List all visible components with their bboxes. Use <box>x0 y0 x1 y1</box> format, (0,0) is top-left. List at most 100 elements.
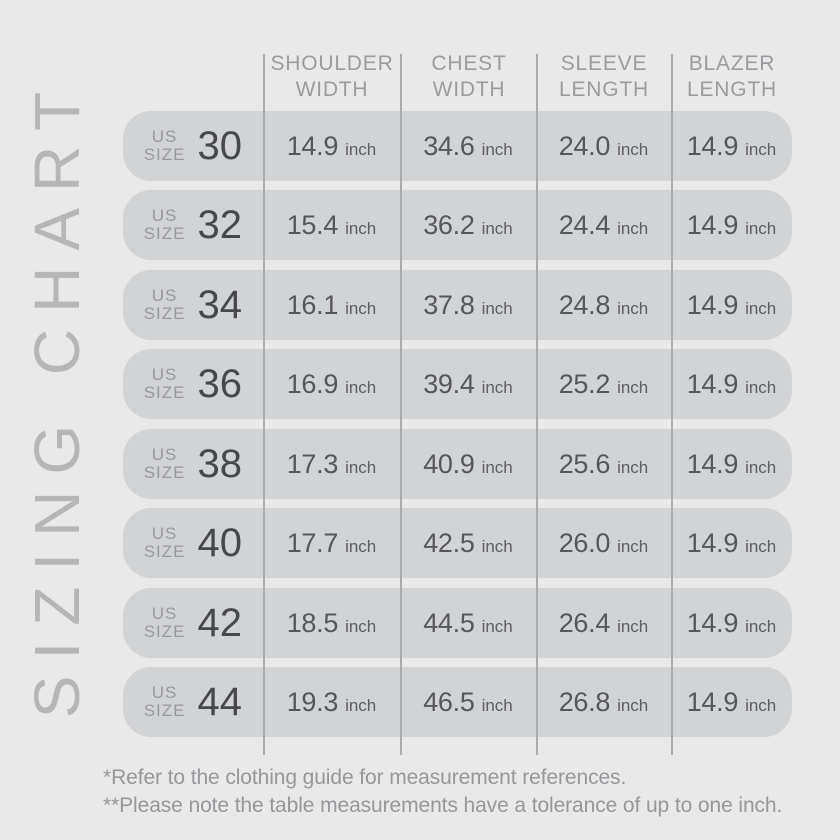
table-row-size-34: US SIZE 34 16.1 inch 37.8 inch 24.8 inch 14… <box>123 270 792 340</box>
footnote-2: **Please note the table measurements hav… <box>103 794 783 817</box>
measurement-value: 14.9 <box>686 131 739 161</box>
measurement-unit: inch <box>745 617 777 636</box>
chest-width-cell: 42.5 inch <box>400 508 536 578</box>
measurement-unit: inch <box>745 299 777 318</box>
column-header-sleeve-length: SLEEVE LENGTH <box>524 51 684 103</box>
column-header-line2: LENGTH <box>687 78 777 101</box>
sleeve-length-cell: 26.0 inch <box>536 508 671 578</box>
measurement-unit: inch <box>481 140 513 159</box>
measurement-value: 42.5 <box>423 528 475 558</box>
measurement-value: 34.6 <box>423 131 475 161</box>
us-size-label-line1: US <box>151 365 178 384</box>
us-size-label-line1: US <box>151 683 178 702</box>
measurement-unit: inch <box>481 696 513 715</box>
shoulder-width-cell: 16.9 inch <box>263 349 400 419</box>
size-cell: US SIZE 38 <box>123 429 263 499</box>
us-size-label: US SIZE <box>144 128 186 164</box>
table-row-size-32: US SIZE 32 15.4 inch 36.2 inch 24.4 inch 14… <box>123 190 792 260</box>
measurement-unit: inch <box>345 617 377 636</box>
size-number: 40 <box>197 520 243 565</box>
column-header-chest-width: CHEST WIDTH <box>389 51 549 103</box>
measurement-value: 44.5 <box>423 608 475 638</box>
table-row-size-44: US SIZE 44 19.3 inch 46.5 inch 26.8 inch 14… <box>123 667 792 737</box>
measurement-unit: inch <box>345 378 377 397</box>
measurement-value: 14.9 <box>686 210 739 240</box>
column-divider <box>671 54 673 755</box>
measurement-value: 36.2 <box>423 210 475 240</box>
measurement-unit: inch <box>481 617 513 636</box>
us-size-label-line2: SIZE <box>143 463 186 482</box>
size-cell: US SIZE 40 <box>123 508 263 578</box>
us-size-label-line2: SIZE <box>143 145 186 164</box>
measurement-unit: inch <box>745 458 777 477</box>
sleeve-length-cell: 25.6 inch <box>536 429 671 499</box>
size-cell: US SIZE 42 <box>123 588 263 658</box>
table-row-size-30: US SIZE 30 14.9 inch 34.6 inch 24.0 inch 14… <box>123 111 792 181</box>
blazer-length-cell: 14.9 inch <box>671 190 792 260</box>
column-header-line1: SLEEVE <box>560 52 648 75</box>
us-size-label-line1: US <box>151 524 178 543</box>
measurement-value: 16.9 <box>286 369 339 399</box>
measurement-unit: inch <box>745 378 777 397</box>
measurement-value: 14.9 <box>686 449 739 479</box>
measurement-unit: inch <box>617 458 649 477</box>
measurement-unit: inch <box>481 378 513 397</box>
column-divider <box>263 54 265 755</box>
measurement-unit: inch <box>617 219 649 238</box>
measurement-unit: inch <box>345 219 377 238</box>
footnotes: *Refer to the clothing guide for measure… <box>103 764 782 820</box>
measurement-value: 24.0 <box>558 131 611 161</box>
us-size-label: US SIZE <box>144 366 186 402</box>
chest-width-cell: 37.8 inch <box>400 270 536 340</box>
chest-width-cell: 34.6 inch <box>400 111 536 181</box>
size-number: 42 <box>197 600 243 645</box>
shoulder-width-cell: 14.9 inch <box>263 111 400 181</box>
column-header-line1: CHEST <box>431 52 507 75</box>
measurement-value: 26.4 <box>558 608 611 638</box>
shoulder-width-cell: 15.4 inch <box>263 190 400 260</box>
blazer-length-cell: 14.9 inch <box>671 270 792 340</box>
size-cell: US SIZE 32 <box>123 190 263 260</box>
size-cell: US SIZE 30 <box>123 111 263 181</box>
us-size-label: US SIZE <box>144 287 186 323</box>
blazer-length-cell: 14.9 inch <box>671 349 792 419</box>
blazer-length-cell: 14.9 inch <box>671 111 792 181</box>
chest-width-cell: 44.5 inch <box>400 588 536 658</box>
column-header-line2: LENGTH <box>559 78 649 101</box>
measurement-value: 14.9 <box>686 290 739 320</box>
us-size-label: US SIZE <box>144 684 186 720</box>
measurement-unit: inch <box>345 140 377 159</box>
measurement-value: 16.1 <box>286 290 339 320</box>
measurement-value: 26.8 <box>558 687 611 717</box>
measurement-value: 26.0 <box>558 528 611 558</box>
measurement-unit: inch <box>617 299 649 318</box>
shoulder-width-cell: 19.3 inch <box>263 667 400 737</box>
us-size-label: US SIZE <box>144 207 186 243</box>
shoulder-width-cell: 17.7 inch <box>263 508 400 578</box>
measurement-unit: inch <box>617 617 649 636</box>
shoulder-width-cell: 17.3 inch <box>263 429 400 499</box>
size-number: 30 <box>197 123 243 168</box>
us-size-label-line2: SIZE <box>143 224 186 243</box>
chest-width-cell: 40.9 inch <box>400 429 536 499</box>
us-size-label: US SIZE <box>144 446 186 482</box>
measurement-value: 24.4 <box>558 210 611 240</box>
chest-width-cell: 39.4 inch <box>400 349 536 419</box>
blazer-length-cell: 14.9 inch <box>671 508 792 578</box>
us-size-label-line2: SIZE <box>143 701 186 720</box>
us-size-label-line2: SIZE <box>143 622 186 641</box>
measurement-value: 15.4 <box>286 210 339 240</box>
column-header-line1: BLAZER <box>688 52 776 75</box>
measurement-unit: inch <box>745 696 777 715</box>
size-number: 44 <box>197 679 243 724</box>
sleeve-length-cell: 24.8 inch <box>536 270 671 340</box>
footnote-1: *Refer to the clothing guide for measure… <box>103 766 627 789</box>
measurement-unit: inch <box>745 537 777 556</box>
size-number: 38 <box>197 441 243 486</box>
blazer-length-cell: 14.9 inch <box>671 429 792 499</box>
table-row-size-40: US SIZE 40 17.7 inch 42.5 inch 26.0 inch 14… <box>123 508 792 578</box>
sleeve-length-cell: 26.8 inch <box>536 667 671 737</box>
shoulder-width-cell: 18.5 inch <box>263 588 400 658</box>
size-number: 36 <box>197 361 243 406</box>
